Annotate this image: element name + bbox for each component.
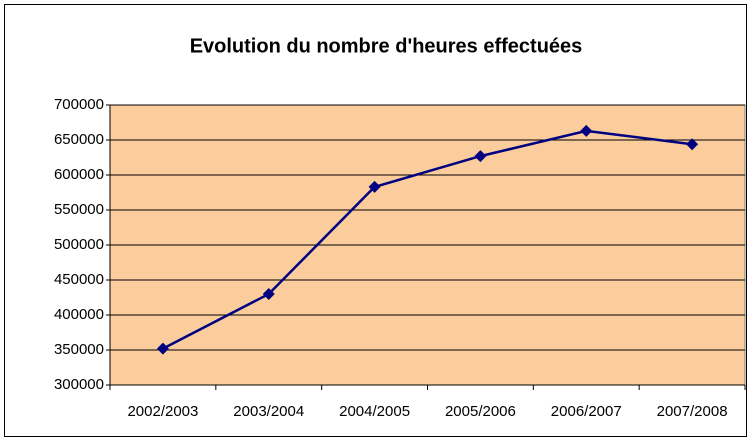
data-point — [156, 342, 169, 355]
x-tick-label: 2003/2004 — [233, 403, 304, 420]
x-tick-label: 2004/2005 — [339, 403, 410, 420]
x-tick-label: 2007/2008 — [657, 403, 728, 420]
chart-title: Evolution du nombre d'heures effectuées — [190, 35, 583, 57]
y-tick-label: 400000 — [54, 306, 104, 323]
data-point — [262, 288, 275, 300]
x-tick-label: 2005/2006 — [445, 403, 516, 420]
y-tick-label: 300000 — [54, 376, 104, 393]
x-tick-label: 2002/2003 — [127, 403, 198, 420]
data-point — [474, 150, 487, 163]
data-point — [580, 124, 593, 137]
data-point — [686, 138, 699, 151]
y-tick-label: 350000 — [54, 341, 104, 358]
y-tick-label: 500000 — [54, 236, 104, 253]
y-tick-label: 450000 — [54, 271, 104, 288]
data-point — [368, 180, 381, 193]
y-tick-label: 650000 — [54, 131, 104, 148]
y-tick-label: 550000 — [54, 201, 104, 218]
x-tick-label: 2006/2007 — [551, 403, 622, 420]
data-line — [162, 129, 693, 350]
y-tick-label: 600000 — [54, 166, 104, 183]
y-tick-label: 700000 — [54, 96, 104, 113]
